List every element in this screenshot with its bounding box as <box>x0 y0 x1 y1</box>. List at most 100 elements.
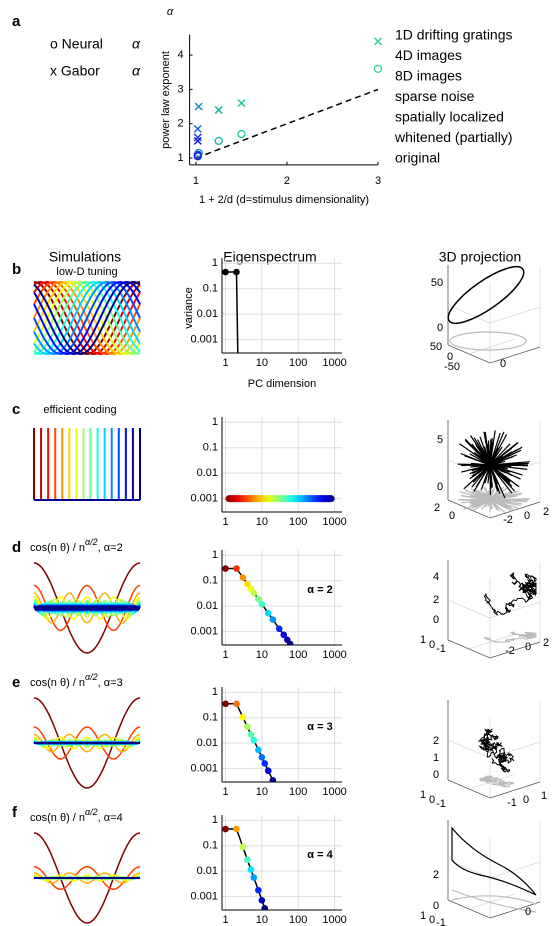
projection-tick-label: 0 <box>500 358 506 370</box>
projection-tick-label: 1 <box>420 910 426 922</box>
projection-tick-label: -1 <box>436 643 446 655</box>
y-tick-label: 4 <box>177 49 183 61</box>
tuning-curve <box>33 281 141 355</box>
neural-point <box>237 129 246 139</box>
x-tick-label: 1000 <box>322 516 346 528</box>
projection-tick-label: 0 <box>449 510 455 522</box>
simulation-title: cos(n θ) / nα/2, α=2 <box>30 537 123 554</box>
panel-label: f <box>12 804 18 821</box>
alpha-label: α = 2 <box>307 584 332 596</box>
projection-tick-label: 1 <box>420 634 426 646</box>
projection-trajectory <box>457 430 530 498</box>
projection-trajectory <box>447 266 525 324</box>
y-tick-label: 0.001 <box>190 334 218 346</box>
legend-symbol: α <box>132 63 141 79</box>
spectrum-line <box>225 271 239 353</box>
reference-line <box>195 88 379 159</box>
projection-tick-label: 0 <box>447 351 453 363</box>
y-tick-label: 0.001 <box>190 891 218 903</box>
projection-tick-label: 0 <box>437 322 443 334</box>
panel-label: e <box>12 674 20 691</box>
title-suffix: , α=3 <box>98 677 123 689</box>
harmonic-curve <box>33 592 141 624</box>
x-tick-label: 1000 <box>322 786 346 798</box>
projection-tick-label: 5 <box>437 434 443 446</box>
y-tick-label: 0.001 <box>190 763 218 775</box>
x-axis-label: 1 + 2/d (d=stimulus dimensionality) <box>199 194 369 206</box>
x-tick-label: 1 <box>193 175 199 187</box>
tuning-curve <box>33 280 141 356</box>
spectrum-point <box>286 640 294 645</box>
spectrum-point <box>222 825 229 833</box>
projection-tick-label: 0 <box>525 641 531 653</box>
projection-shadow <box>478 775 515 788</box>
projection-grid <box>447 562 541 658</box>
projection-tick-label: 0 <box>523 794 529 806</box>
x-tick-label: 10 <box>256 357 268 369</box>
y-tick-label: 0.1 <box>203 442 218 454</box>
legend-symbol: α <box>132 36 141 52</box>
y-tick-label: 0.001 <box>190 626 218 638</box>
projection-grid <box>447 702 541 798</box>
spectrum-point <box>250 736 258 744</box>
alpha-label: α = 3 <box>307 721 332 733</box>
projection-shadow <box>451 889 537 913</box>
projection-tick-label: -2 <box>505 645 515 657</box>
panel-label: d <box>12 539 21 556</box>
y-axis-symbol: α <box>167 6 174 18</box>
spectrum-point <box>233 268 240 276</box>
projection-shadow <box>449 331 527 351</box>
y-tick-label: 3 <box>177 83 183 95</box>
series-group <box>222 268 240 353</box>
y-tick-label: 1 <box>212 257 218 269</box>
column-title: Eigenspectrum <box>223 249 316 265</box>
panel-label: a <box>12 13 21 30</box>
spectrum-point <box>247 731 255 738</box>
projection <box>447 265 541 364</box>
x-tick-label: 1 <box>222 914 228 926</box>
projection-tick-label: -1 <box>436 798 446 810</box>
title-suffix: , α=2 <box>98 542 123 554</box>
projection-tick-label: 0 <box>429 914 435 926</box>
y-tick-label: 0.01 <box>197 467 218 479</box>
simulation <box>33 428 141 501</box>
spectrum-point <box>261 760 269 767</box>
harmonic-curve <box>33 584 141 632</box>
legend-label: 1D drifting gratings <box>395 27 513 43</box>
series-group <box>222 700 277 782</box>
spectrum-point <box>269 776 277 782</box>
y-tick-label: 1 <box>212 416 218 428</box>
y-tick-label: 0.01 <box>197 737 218 749</box>
projection-tick-label: 0 <box>524 510 530 522</box>
projection-tick-label: 0 <box>525 906 531 918</box>
projection-tick-label: 2 <box>433 869 439 881</box>
panel-label: b <box>12 261 21 278</box>
y-tick-label: 0.1 <box>203 840 218 852</box>
tuning-curve <box>33 281 141 356</box>
title-part: cos(n θ) / n <box>30 542 85 554</box>
neural-point <box>373 64 383 73</box>
spectrum-point <box>250 874 258 881</box>
spectrum-point <box>244 580 251 588</box>
simulation <box>33 832 141 924</box>
neural-point <box>193 152 202 161</box>
gabor-point <box>193 136 202 145</box>
legend-entry: o Neural <box>50 36 103 52</box>
simulation <box>33 280 141 356</box>
spectrum-point <box>280 631 288 639</box>
spectrum-point <box>261 904 269 910</box>
simulation <box>33 562 141 654</box>
projection-tick-label: 2 <box>434 502 440 514</box>
projection-tick-label: 0 <box>429 639 435 651</box>
spectrum-point <box>233 700 240 708</box>
y-tick-label: 0.001 <box>190 493 218 505</box>
x-tick-label: 3 <box>375 175 381 187</box>
y-tick-label: 0.1 <box>203 283 218 295</box>
projection-tick-label: 1 <box>541 790 547 802</box>
harmonic-curve <box>33 605 141 611</box>
title-superscript: α/2 <box>85 807 98 817</box>
spectrum-point <box>222 700 229 708</box>
simulation-title: low-D tuning <box>56 266 117 278</box>
x-tick-label: 2 <box>284 175 290 187</box>
